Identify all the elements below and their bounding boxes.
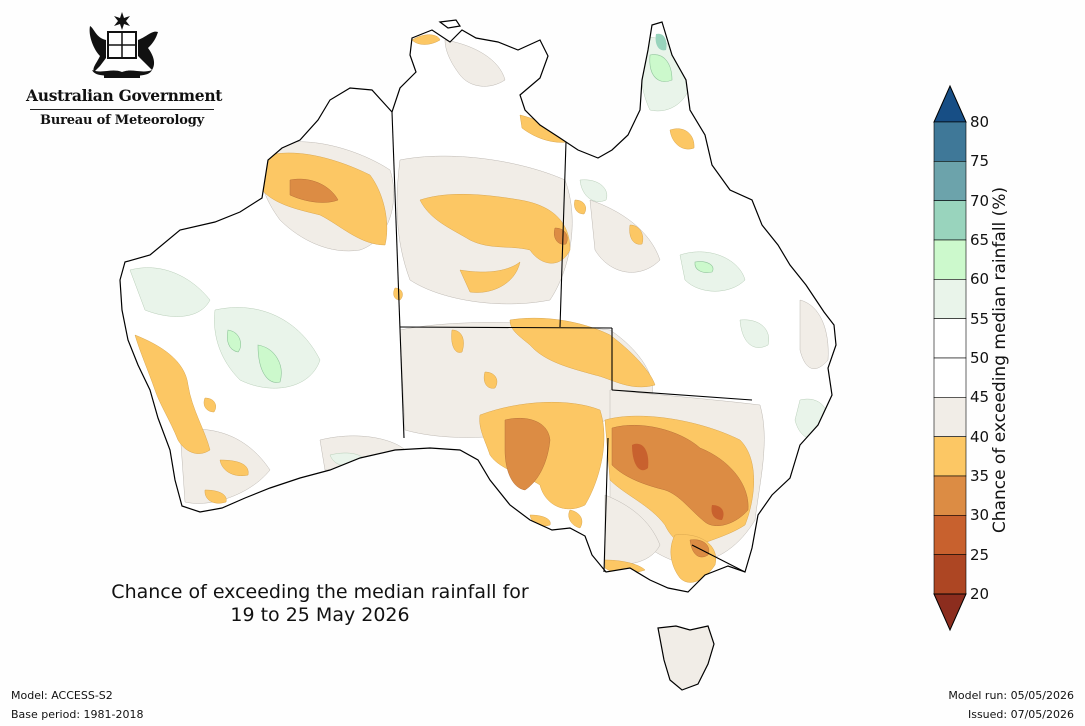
colorbar <box>933 84 967 632</box>
colorbar-tick-50: 50 <box>970 349 990 367</box>
colorbar-bin-75-80 <box>933 121 967 162</box>
colorbar-tick-45: 45 <box>970 388 990 407</box>
footer-right: Model run: 05/05/2026 Issued: 07/05/2026 <box>948 686 1074 724</box>
colorbar-bin-60-65 <box>933 239 967 280</box>
colorbar-bin-55-60 <box>933 279 967 319</box>
model-name: Model: ACCESS-S2 <box>11 689 113 702</box>
colorbar-extend-high <box>933 84 967 123</box>
footer-left: Model: ACCESS-S2 Base period: 1981-2018 <box>11 686 143 724</box>
colorbar-bin-20-25 <box>933 554 967 595</box>
colorbar-bin-40-45 <box>933 397 967 437</box>
coat-of-arms-icon <box>89 12 158 78</box>
colorbar-extend-low <box>933 593 967 632</box>
base-period: Base period: 1981-2018 <box>11 708 144 721</box>
government-name: Australian Government <box>26 86 223 105</box>
tasmania <box>657 625 715 691</box>
bom-logo: Australian Government Bureau of Meteorol… <box>26 10 223 128</box>
agency-name: Bureau of Meteorology <box>40 113 204 128</box>
logo-divider <box>30 109 214 110</box>
title-line-1: Chance of exceeding the median rainfall … <box>111 581 529 603</box>
model-run-date: Model run: 05/05/2026 <box>948 689 1074 702</box>
issued-date: Issued: 07/05/2026 <box>967 708 1074 721</box>
colorbar-bin-25-30 <box>933 515 967 555</box>
colorbar-tick-70: 70 <box>970 191 990 210</box>
colorbar-tick-75: 75 <box>970 152 990 171</box>
colorbar-tick-40: 40 <box>970 427 990 446</box>
colorbar-bin-70-75 <box>933 161 967 201</box>
rainfall-probability-shading <box>129 33 830 680</box>
title-line-2: 19 to 25 May 2026 <box>230 604 410 626</box>
coastline <box>119 19 837 691</box>
colorbar-tick-55: 55 <box>970 309 990 328</box>
colorbar-label: Chance of exceeding median rainfall (%) <box>990 186 1010 534</box>
colorbar-bin-45-50 <box>933 357 967 398</box>
colorbar-tick-80: 80 <box>970 113 990 131</box>
colorbar-tick-35: 35 <box>970 467 990 485</box>
colorbar-tick-65: 65 <box>970 231 990 249</box>
colorbar-tick-20: 20 <box>970 585 990 603</box>
map-title: Chance of exceeding the median rainfall … <box>70 581 570 627</box>
colorbar-tick-30: 30 <box>970 506 990 525</box>
colorbar-bin-35-40 <box>933 436 967 477</box>
colorbar-bin-65-70 <box>933 200 967 241</box>
colorbar-tick-60: 60 <box>970 270 990 289</box>
colorbar-bin-30-35 <box>933 475 967 516</box>
colorbar-bin-50-55 <box>933 318 967 359</box>
colorbar-tick-25: 25 <box>970 545 990 564</box>
state-borders <box>391 111 753 573</box>
